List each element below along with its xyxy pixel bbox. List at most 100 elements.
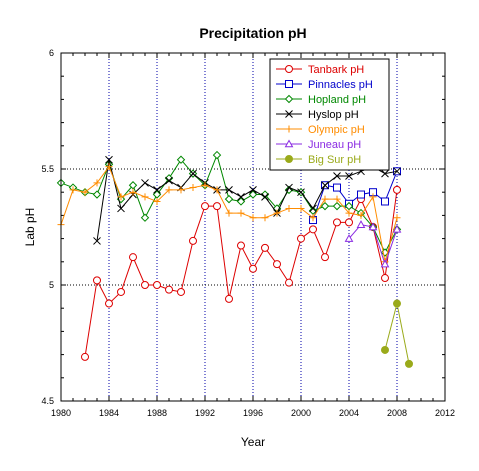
data-point: [381, 197, 389, 206]
data-point: [225, 294, 233, 303]
data-point: [177, 287, 185, 296]
x-axis-label: Year: [241, 435, 265, 449]
data-point: [153, 281, 161, 289]
series-line: [96, 159, 398, 241]
data-point: [381, 345, 389, 354]
series-tanbark-ph: [81, 185, 401, 361]
x-tick-label: 2008: [387, 408, 407, 418]
data-point: [105, 155, 113, 164]
data-point: [297, 204, 305, 212]
chart-title: Precipitation pH: [199, 25, 306, 41]
data-point: [332, 201, 342, 211]
data-point: [393, 185, 401, 194]
data-point: [69, 186, 77, 194]
data-point: [321, 253, 329, 262]
data-point: [345, 218, 353, 227]
data-point: [105, 163, 113, 171]
data-point: [92, 190, 102, 199]
data-point: [285, 204, 293, 212]
data-point: [405, 359, 413, 368]
legend-marker: [285, 110, 293, 118]
plot-area-frame: [60, 52, 446, 402]
data-point: [117, 204, 125, 213]
data-point: [225, 186, 233, 194]
series-line: [384, 303, 410, 364]
data-point: [392, 224, 402, 233]
legend-marker: [284, 94, 294, 104]
data-point: [165, 186, 173, 194]
data-point: [177, 186, 185, 194]
legend-marker: [285, 125, 293, 133]
x-tick-label: 1988: [147, 408, 167, 418]
legend-entry-label: Hopland pH: [308, 94, 366, 106]
legend-entry-label: Big Sur pH: [308, 154, 361, 166]
data-point: [129, 188, 137, 196]
data-point: [189, 169, 197, 178]
data-point: [165, 285, 173, 294]
x-tick-label: 1996: [243, 408, 263, 418]
data-point: [164, 174, 174, 183]
data-point: [81, 352, 89, 361]
data-point: [261, 243, 269, 252]
legend-entry-label: Pinnacles pH: [308, 79, 373, 91]
data-point: [309, 204, 317, 213]
data-point: [93, 179, 101, 187]
data-point: [141, 281, 149, 289]
data-point: [345, 172, 353, 180]
data-point: [141, 179, 149, 187]
data-point: [285, 183, 293, 192]
data-point: [321, 195, 329, 203]
data-point: [237, 192, 245, 201]
data-point: [225, 209, 233, 217]
data-point: [381, 169, 389, 178]
legend-entry-label: Tanbark pH: [308, 64, 364, 76]
series-line: [312, 171, 398, 221]
series-juneau-ph: [344, 220, 402, 268]
legend-marker: [284, 139, 294, 148]
data-point: [81, 188, 89, 196]
data-point: [273, 209, 281, 217]
data-point: [345, 209, 353, 217]
data-point: [176, 155, 186, 164]
legend-marker: [285, 65, 293, 73]
series-hyslop-ph: [93, 155, 401, 245]
data-point: [249, 186, 257, 194]
data-point: [93, 276, 101, 285]
x-tick-label: 2000: [291, 408, 311, 418]
data-point: [153, 186, 161, 194]
x-tick-label: 1984: [99, 408, 119, 418]
data-point: [105, 299, 113, 308]
data-point: [381, 274, 389, 283]
data-point: [213, 202, 221, 211]
data-point: [393, 299, 401, 308]
data-point: [236, 197, 246, 206]
y-axis-label: Lab pH: [23, 208, 37, 247]
data-point: [212, 150, 222, 160]
y-tick-label: 6: [49, 48, 54, 58]
data-point: [117, 193, 125, 201]
data-point: [333, 183, 341, 192]
axis-ticks: 1980 1984 1988 1992 1996 2000 2004 2008 2012 4.5 5…: [41, 48, 455, 418]
x-tick-label: 1980: [51, 408, 71, 418]
data-point: [140, 213, 150, 222]
plot-series: [56, 150, 413, 368]
data-point: [224, 194, 234, 204]
data-point: [213, 186, 221, 194]
data-point: [153, 197, 161, 205]
legend-marker: [285, 155, 293, 163]
data-point: [249, 214, 257, 222]
data-point: [356, 220, 366, 228]
data-point: [368, 222, 378, 231]
data-point: [297, 188, 305, 197]
data-point: [141, 193, 149, 201]
data-point: [357, 211, 365, 219]
data-point: [201, 202, 209, 211]
data-point: [333, 195, 341, 203]
data-point: [189, 236, 197, 245]
x-tick-label: 1992: [195, 408, 215, 418]
data-point: [237, 209, 245, 217]
data-point: [261, 192, 269, 201]
data-point: [380, 259, 390, 268]
data-point: [369, 193, 377, 201]
